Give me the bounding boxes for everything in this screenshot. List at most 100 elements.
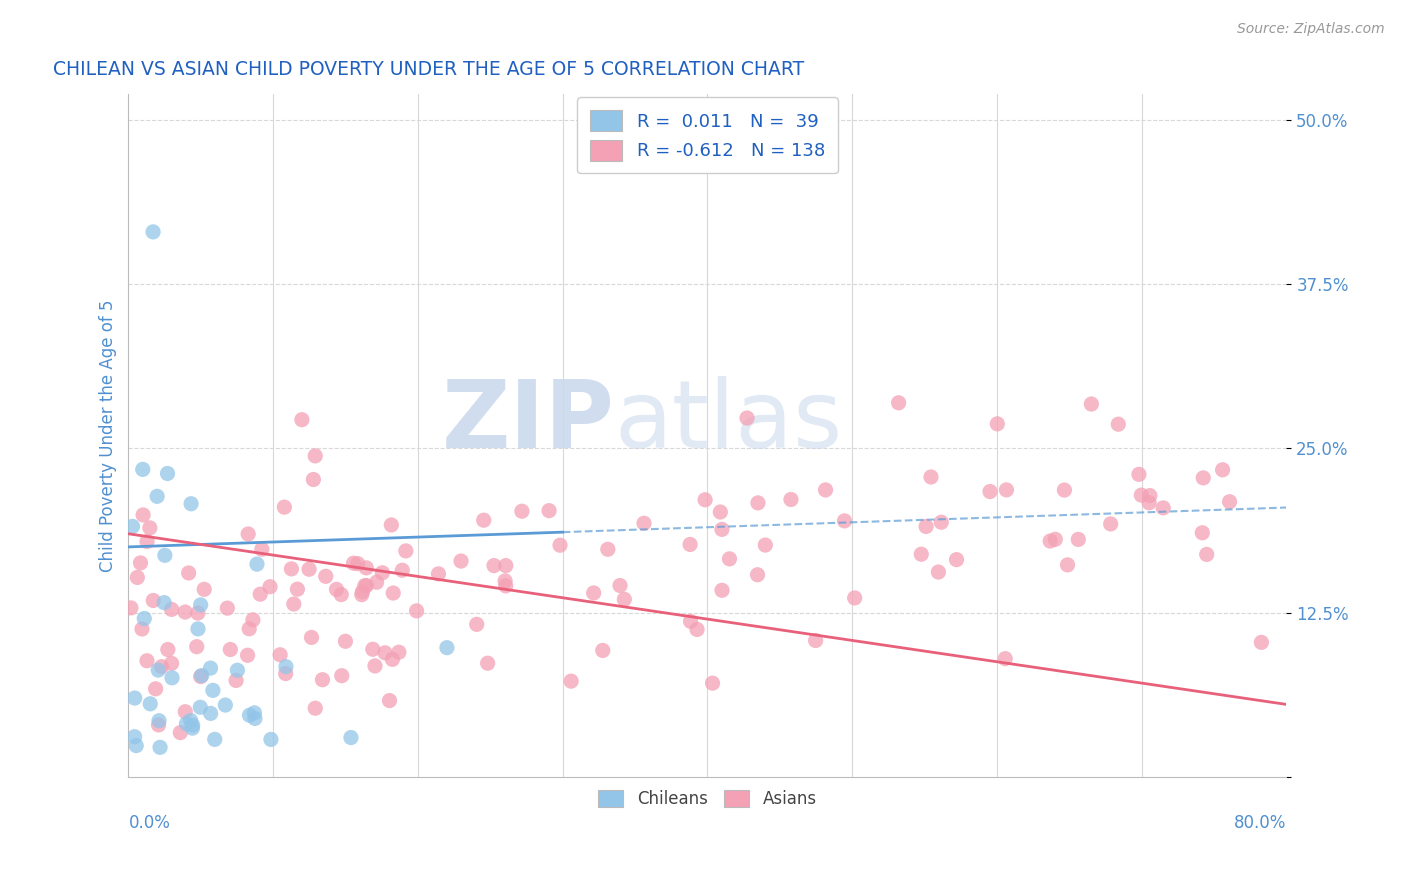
Point bbox=[804, 633, 827, 648]
Point bbox=[335, 634, 357, 648]
Point bbox=[354, 579, 377, 593]
Point bbox=[405, 604, 427, 618]
Point bbox=[201, 683, 224, 698]
Point bbox=[180, 714, 202, 728]
Point bbox=[204, 732, 226, 747]
Point bbox=[1137, 496, 1160, 510]
Point bbox=[325, 582, 347, 597]
Point bbox=[121, 519, 143, 533]
Point bbox=[747, 496, 769, 510]
Point bbox=[364, 659, 387, 673]
Point bbox=[979, 484, 1001, 499]
Point bbox=[174, 705, 197, 719]
Point bbox=[127, 570, 149, 584]
Point bbox=[340, 731, 363, 745]
Point bbox=[186, 640, 208, 654]
Text: Source: ZipAtlas.com: Source: ZipAtlas.com bbox=[1237, 22, 1385, 37]
Text: 80.0%: 80.0% bbox=[1234, 814, 1286, 832]
Point bbox=[1045, 533, 1067, 547]
Point bbox=[160, 671, 183, 685]
Point bbox=[236, 648, 259, 663]
Point bbox=[920, 470, 942, 484]
Point bbox=[180, 497, 202, 511]
Point bbox=[243, 706, 266, 720]
Point bbox=[311, 673, 333, 687]
Point bbox=[274, 659, 297, 673]
Text: 0.0%: 0.0% bbox=[128, 814, 170, 832]
Point bbox=[153, 596, 176, 610]
Point bbox=[148, 663, 170, 677]
Point bbox=[200, 706, 222, 721]
Point bbox=[330, 669, 353, 683]
Point bbox=[495, 558, 517, 573]
Point bbox=[190, 598, 212, 612]
Point bbox=[283, 597, 305, 611]
Text: CHILEAN VS ASIAN CHILD POVERTY UNDER THE AGE OF 5 CORRELATION CHART: CHILEAN VS ASIAN CHILD POVERTY UNDER THE… bbox=[53, 60, 804, 78]
Point bbox=[1195, 548, 1218, 562]
Point bbox=[1067, 533, 1090, 547]
Point bbox=[238, 622, 260, 636]
Point bbox=[132, 462, 155, 476]
Point bbox=[1191, 525, 1213, 540]
Point bbox=[219, 642, 242, 657]
Point bbox=[465, 617, 488, 632]
Point bbox=[710, 522, 733, 536]
Point bbox=[156, 642, 179, 657]
Point bbox=[134, 611, 156, 625]
Point bbox=[302, 473, 325, 487]
Point bbox=[260, 732, 283, 747]
Point bbox=[834, 514, 856, 528]
Point bbox=[582, 586, 605, 600]
Point bbox=[945, 552, 967, 566]
Point bbox=[986, 417, 1008, 431]
Y-axis label: Child Poverty Under the Age of 5: Child Poverty Under the Age of 5 bbox=[100, 299, 117, 572]
Point bbox=[249, 587, 271, 601]
Legend: Chileans, Asians: Chileans, Asians bbox=[591, 781, 825, 816]
Point bbox=[280, 562, 302, 576]
Point bbox=[139, 521, 162, 535]
Point bbox=[156, 467, 179, 481]
Point bbox=[596, 542, 619, 557]
Point bbox=[356, 561, 378, 575]
Point bbox=[374, 646, 396, 660]
Point bbox=[510, 504, 533, 518]
Point bbox=[1212, 463, 1234, 477]
Point bbox=[187, 606, 209, 620]
Point bbox=[190, 669, 212, 683]
Point bbox=[702, 676, 724, 690]
Point bbox=[477, 656, 499, 670]
Point bbox=[242, 613, 264, 627]
Point bbox=[146, 489, 169, 503]
Point bbox=[560, 674, 582, 689]
Point bbox=[381, 652, 404, 666]
Point bbox=[148, 714, 170, 728]
Point bbox=[217, 601, 239, 615]
Point bbox=[754, 538, 776, 552]
Point bbox=[709, 505, 731, 519]
Point bbox=[177, 566, 200, 580]
Point bbox=[243, 711, 266, 725]
Point bbox=[304, 701, 326, 715]
Point bbox=[472, 513, 495, 527]
Point bbox=[124, 730, 146, 744]
Point bbox=[188, 700, 211, 714]
Point bbox=[548, 538, 571, 552]
Point bbox=[153, 549, 176, 563]
Point bbox=[193, 582, 215, 597]
Point bbox=[246, 557, 269, 571]
Point bbox=[382, 586, 405, 600]
Point bbox=[814, 483, 837, 497]
Point bbox=[887, 396, 910, 410]
Point bbox=[142, 593, 165, 607]
Point bbox=[427, 566, 450, 581]
Point bbox=[238, 527, 260, 541]
Point bbox=[131, 622, 153, 636]
Point bbox=[1053, 483, 1076, 497]
Point bbox=[259, 580, 281, 594]
Point bbox=[1192, 471, 1215, 485]
Point bbox=[181, 718, 204, 732]
Text: ZIP: ZIP bbox=[441, 376, 614, 467]
Point bbox=[142, 225, 165, 239]
Point bbox=[1080, 397, 1102, 411]
Point bbox=[929, 515, 952, 529]
